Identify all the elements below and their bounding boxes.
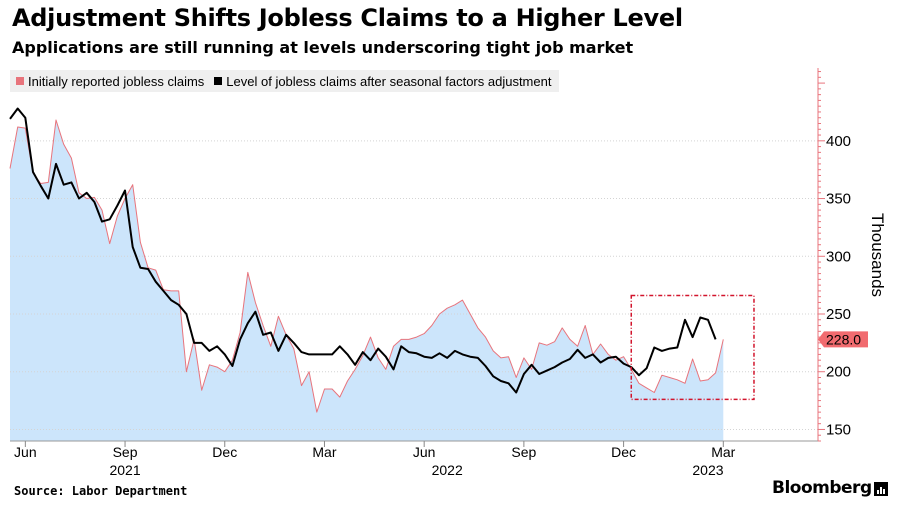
- x-tick-label: Jun: [14, 444, 37, 460]
- x-year-label: 2022: [432, 462, 463, 478]
- last-value-label: 228.0: [826, 331, 861, 347]
- y-tick-label: 250: [826, 306, 851, 323]
- legend-item-adjusted: Level of jobless claims after seasonal f…: [214, 74, 551, 89]
- chart-title: Adjustment Shifts Jobless Claims to a Hi…: [12, 4, 683, 32]
- x-tick-label: Dec: [611, 444, 636, 460]
- bloomberg-logo: Bloomberg: [772, 478, 872, 498]
- bar-chart-icon: [874, 482, 888, 496]
- highlight-box: [630, 294, 755, 401]
- x-tick-label: Mar: [312, 444, 336, 460]
- initial-claims-line: [9, 119, 724, 413]
- x-tick-label: Sep: [113, 444, 138, 460]
- x-year-label: 2021: [109, 462, 140, 478]
- legend-label-initial: Initially reported jobless claims: [28, 73, 205, 89]
- y-tick-label: 400: [826, 133, 851, 150]
- x-tick-label: Sep: [511, 444, 536, 460]
- y-tick-label: 350: [826, 191, 851, 208]
- y-axis-title: Thousands: [868, 213, 887, 297]
- adjusted-claims-line: [9, 107, 717, 394]
- y-tick-label: 200: [826, 364, 851, 381]
- y-tick-label: 150: [826, 421, 851, 438]
- x-year-label: 2023: [692, 462, 723, 478]
- x-tick-label: Dec: [212, 444, 237, 460]
- chart-subtitle: Applications are still running at levels…: [12, 38, 634, 57]
- legend-swatch-adjusted: [214, 77, 223, 85]
- source-note: Source: Labor Department: [14, 484, 188, 498]
- legend-label-adjusted: Level of jobless claims after seasonal f…: [226, 73, 552, 89]
- last-value-badge: [818, 331, 868, 348]
- x-tick-label: Mar: [711, 444, 735, 460]
- y-tick-label: 300: [826, 248, 851, 265]
- x-tick-label: Jun: [413, 444, 436, 460]
- legend: Initially reported jobless claims Level …: [10, 70, 560, 92]
- initial-claims-area: [10, 120, 724, 441]
- legend-swatch-initial: [16, 77, 24, 85]
- legend-item-initial: Initially reported jobless claims: [16, 74, 204, 89]
